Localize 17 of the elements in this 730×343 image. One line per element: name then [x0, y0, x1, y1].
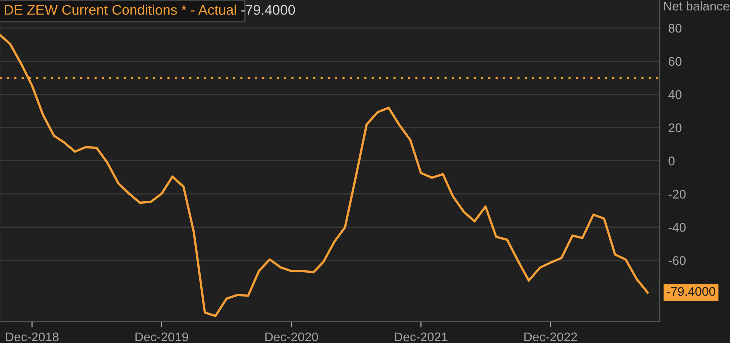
chart-title: DE ZEW Current Conditions * - Actual	[5, 4, 236, 16]
y-axis-title: Net balance	[664, 2, 730, 11]
x-tick-label: Dec-2019	[136, 332, 188, 342]
x-tick-label: Dec-2018	[6, 332, 59, 342]
y-tick-label: 40	[668, 90, 682, 100]
y-tick-label: 0	[668, 156, 675, 166]
x-tick-label: Dec-2022	[524, 332, 578, 342]
y-tick-label: -40	[668, 223, 686, 232]
y-tick-label: 60	[668, 57, 682, 66]
y-tick-label: -60	[668, 256, 686, 266]
y-tick-label: 80	[668, 24, 682, 33]
x-tick-label: Dec-2020	[266, 332, 318, 342]
y-tick-label: 20	[668, 124, 682, 132]
x-tick-label: Dec-2021	[395, 332, 448, 342]
annotation: -79.4000	[242, 5, 296, 16]
y-tick-label: -20	[668, 190, 686, 199]
annotation: -79.4000	[667, 287, 716, 296]
